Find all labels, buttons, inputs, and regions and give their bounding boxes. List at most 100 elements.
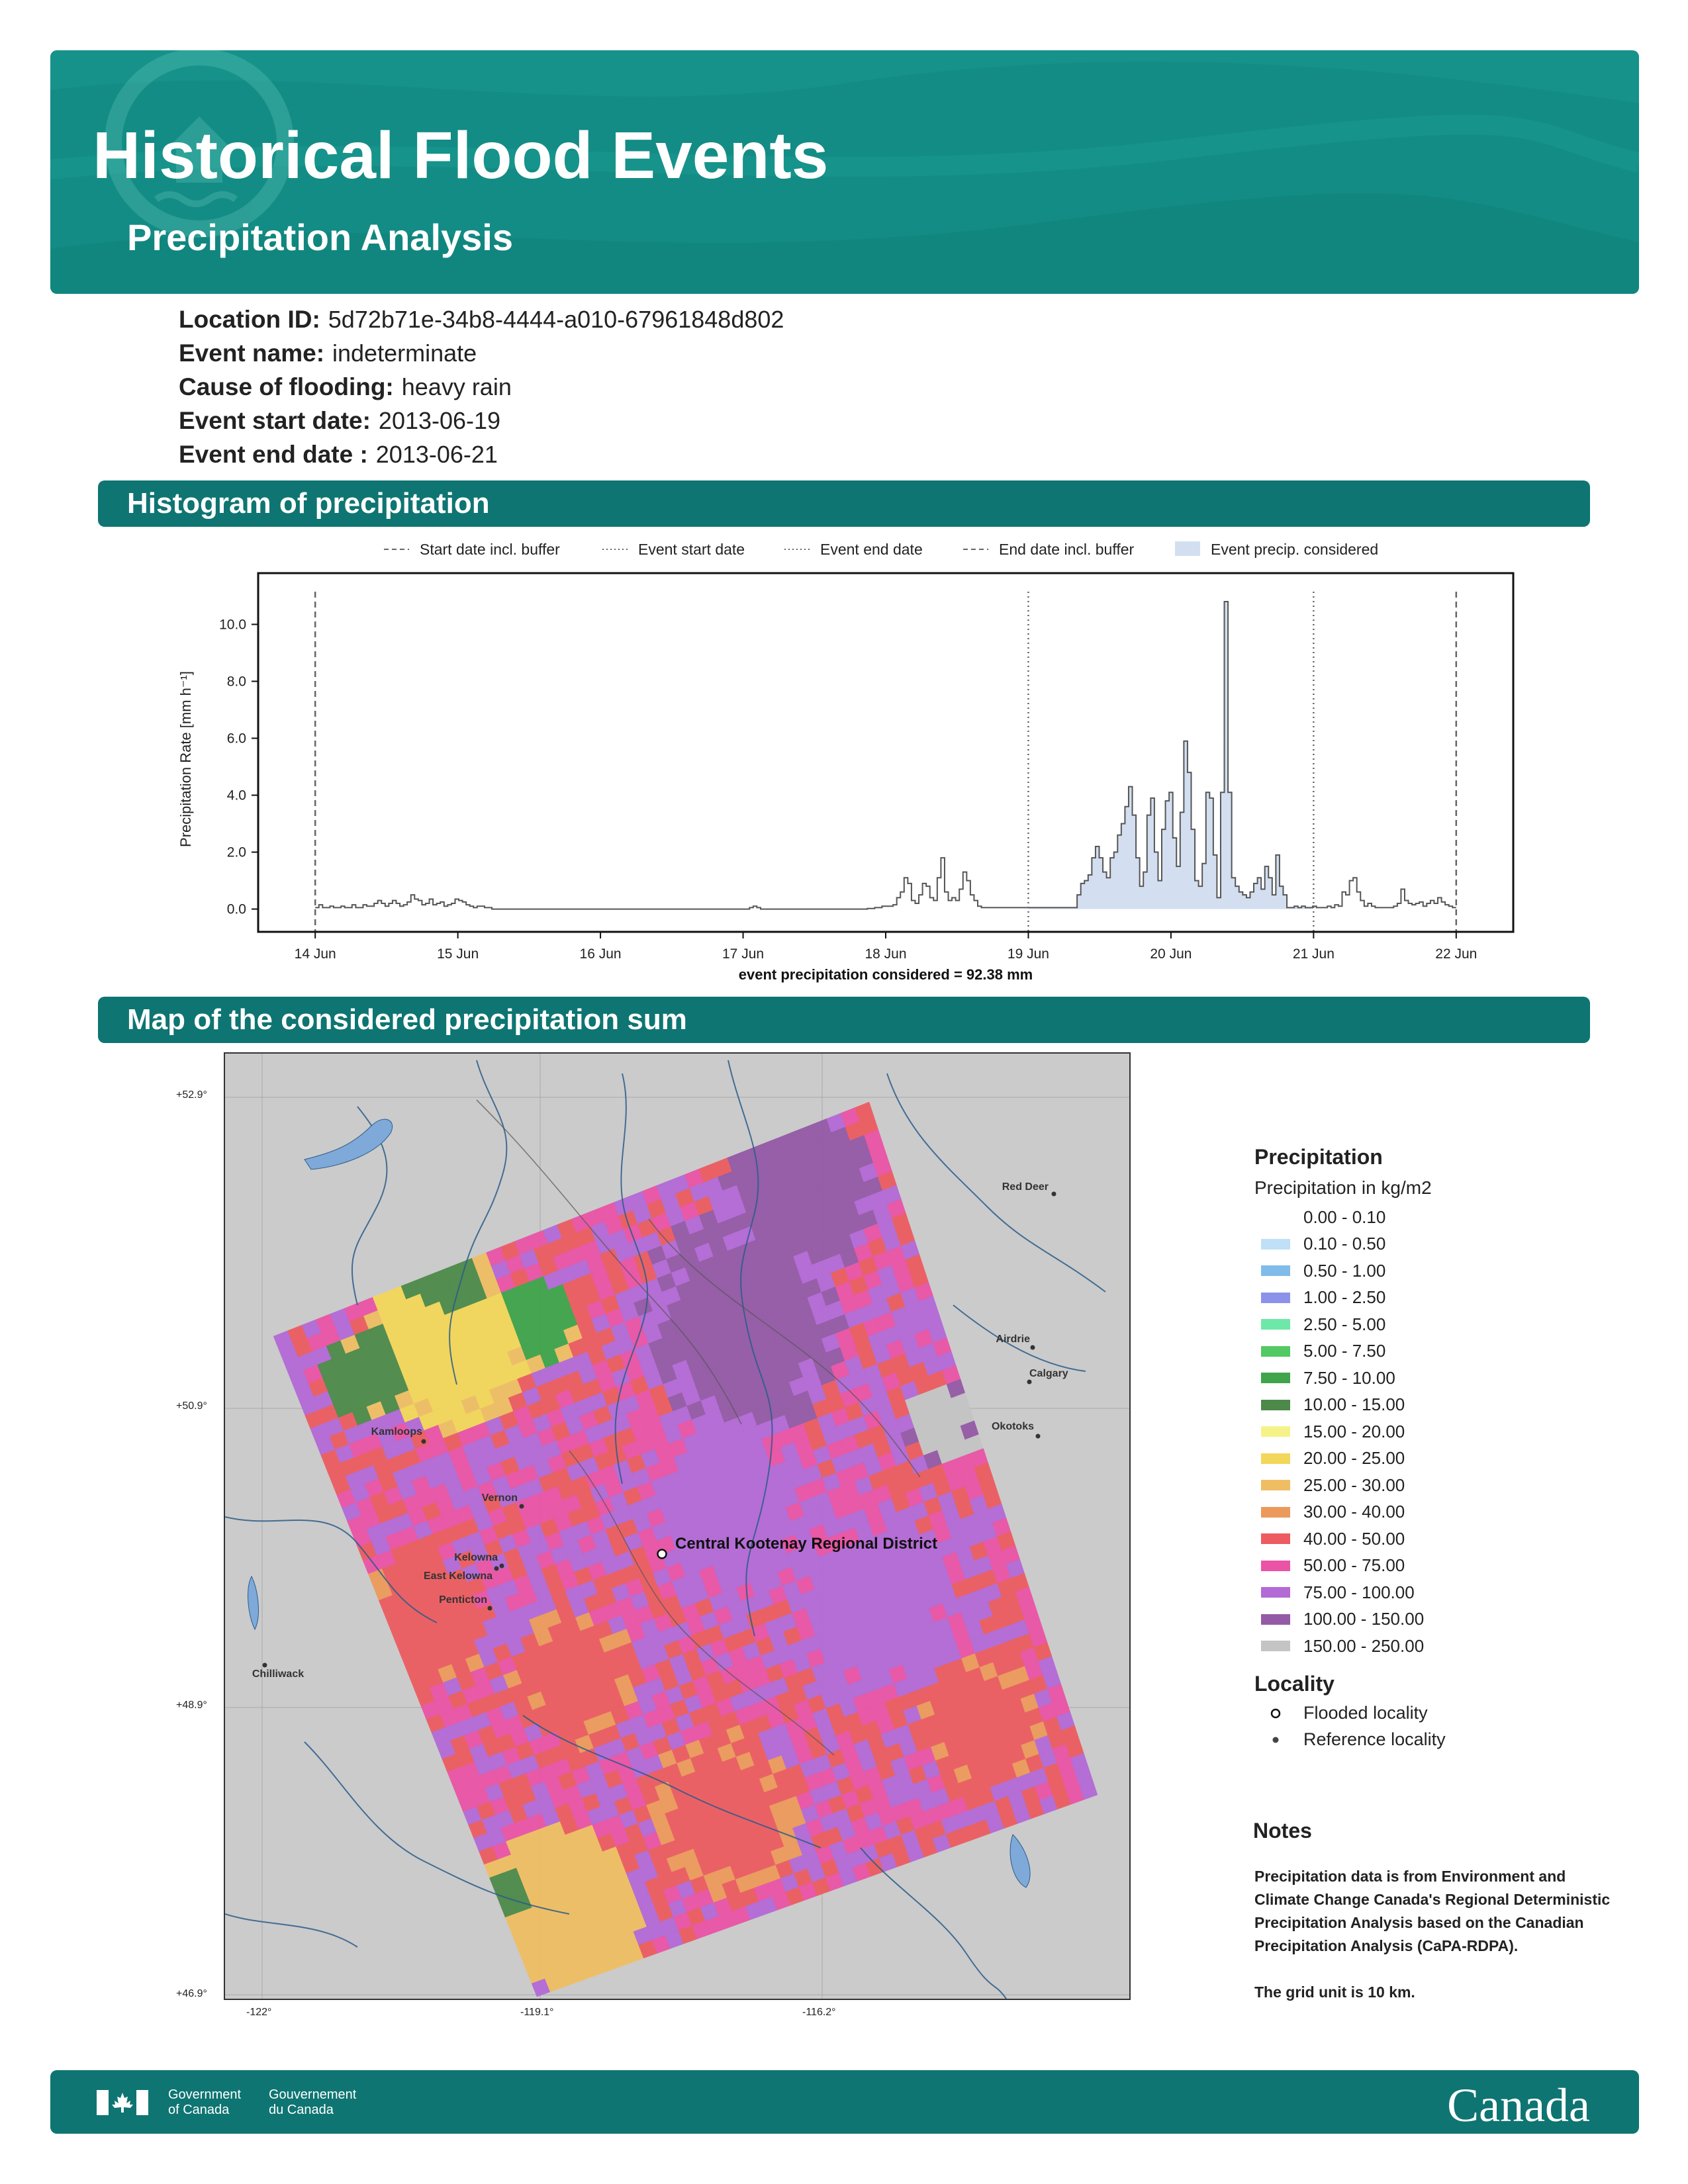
reference-locality-dot [519, 1504, 524, 1509]
legend-swatch [1261, 1587, 1290, 1598]
legend-label: End date incl. buffer [999, 541, 1134, 558]
reference-locality-label: Chilliwack [252, 1668, 304, 1680]
y-tick-label: 10.0 [219, 617, 246, 632]
flooded-locality-label: Flooded locality [1303, 1703, 1428, 1723]
legend-swatch [1261, 1560, 1290, 1571]
cause-label: Cause of flooding: [179, 373, 394, 400]
legend-item: 0.10 - 0.50 [1254, 1231, 1625, 1258]
legend-reference-locality: Reference locality [1254, 1727, 1625, 1753]
legend-item: 25.00 - 30.00 [1254, 1472, 1625, 1499]
reference-locality-dot [1030, 1345, 1035, 1350]
legend-swatch [1261, 1533, 1290, 1545]
lat-label: +52.9° [176, 1089, 207, 1101]
legend-flooded-locality: Flooded locality [1254, 1700, 1625, 1727]
legend-label: 0.50 - 1.00 [1303, 1260, 1386, 1281]
end-date-value: 2013-06-21 [375, 441, 498, 468]
lake-shape [304, 1118, 393, 1170]
river-path [225, 1913, 358, 1948]
lat-label: +48.9° [176, 1700, 207, 1711]
legend-label: 15.00 - 20.00 [1303, 1421, 1405, 1441]
legend-label: 0.00 - 0.10 [1303, 1206, 1386, 1227]
legend-subtitle: Precipitation in kg/m2 [1254, 1177, 1432, 1198]
legend-item: 100.00 - 150.00 [1254, 1606, 1625, 1633]
hollow-circle-icon [1261, 1708, 1290, 1719]
event-name-label: Event name: [179, 340, 325, 367]
legend-label: 150.00 - 250.00 [1303, 1635, 1425, 1656]
lake-shape [1009, 1834, 1031, 1888]
reference-locality-dot [499, 1563, 504, 1569]
legend-swatch [1261, 1453, 1290, 1464]
map-section-title: Map of the considered precipitation sum [127, 1003, 687, 1036]
flooded-locality-label: Central Kootenay Regional District [675, 1535, 937, 1553]
legend-item: 10.00 - 15.00 [1254, 1392, 1625, 1419]
legend-swatch [1261, 1426, 1290, 1437]
legend-swatch-event [1175, 541, 1200, 556]
reference-locality-label: Vernon [482, 1492, 518, 1504]
river-path [614, 1073, 649, 1484]
x-tick-label: 16 Jun [580, 946, 622, 962]
start-date-label: Event start date: [179, 407, 371, 434]
lake-shape [248, 1575, 259, 1631]
river-path [886, 1073, 1106, 1293]
reference-locality-label: East Kelowna [424, 1570, 492, 1582]
notes-grid-unit: The grid unit is 10 km. [1254, 1983, 1415, 2001]
legend-item: 75.00 - 100.00 [1254, 1579, 1625, 1606]
legend-label: 0.10 - 0.50 [1303, 1234, 1386, 1254]
notes-text: Precipitation data is from Environment a… [1254, 1865, 1612, 2004]
map-section-header: Map of the considered precipitation sum [98, 997, 1590, 1043]
x-tick-label: 17 Jun [722, 946, 764, 962]
legend-item: 150.00 - 250.00 [1254, 1633, 1625, 1660]
legend-swatch [1261, 1292, 1290, 1303]
y-tick-label: 2.0 [227, 845, 246, 860]
boundary-path [569, 1450, 835, 1756]
x-tick-label: 14 Jun [295, 946, 336, 962]
river-path [304, 1741, 570, 1915]
legend-item: 20.00 - 25.00 [1254, 1445, 1625, 1473]
precipitation-histogram: Start date incl. buffer Event start date E… [177, 541, 1515, 983]
localities-layer: Red Deer Airdrie Calgary Okotoks Kamloops Ver… [252, 1181, 1068, 1680]
footer: Government of Canada Gouvernement du Can… [50, 2070, 1639, 2134]
canada-flag-icon [97, 2090, 148, 2115]
plot-frame [257, 572, 1515, 933]
reference-locality-label: Okotoks [992, 1421, 1034, 1432]
legend-item: 5.00 - 7.50 [1254, 1338, 1625, 1365]
notes-data-source: Precipitation data is from Environment a… [1254, 1868, 1611, 1954]
legend-title: Precipitation [1254, 1145, 1383, 1169]
rivers-layer [225, 1060, 1106, 1999]
y-tick-label: 0.0 [227, 902, 246, 917]
notes-title: Notes [1253, 1819, 1312, 1843]
lat-label: +46.9° [176, 1988, 207, 1999]
chart-legend: Start date incl. buffer Event start date E… [384, 541, 1378, 558]
y-tick-label: 8.0 [227, 674, 246, 689]
river-path [953, 1304, 1086, 1372]
lon-label: -122° [246, 2007, 272, 2018]
lat-label: +50.9° [176, 1400, 207, 1412]
start-date-row: Event start date: 2013-06-19 [179, 407, 500, 435]
reference-locality-label: Airdrie [996, 1334, 1030, 1345]
x-tick-label: 18 Jun [865, 946, 906, 962]
legend-label: Event precip. considered [1211, 541, 1378, 558]
flooded-locality-marker [657, 1549, 667, 1559]
location-id-row: Location ID: 5d72b71e-34b8-4444-a010-6796… [179, 306, 784, 334]
x-tick-label: 21 Jun [1293, 946, 1335, 962]
legend-swatch [1261, 1641, 1290, 1652]
page-title: Historical Flood Events [93, 118, 829, 193]
legend-swatch [1261, 1319, 1290, 1330]
gov-en-line2: of Canada [168, 2103, 230, 2117]
precipitation-map[interactable]: Red Deer Airdrie Calgary Okotoks Kamloops Ver… [224, 1052, 1131, 2000]
map-legend: Precipitation Precipitation in kg/m2 0.0… [1254, 1145, 1625, 1753]
legend-swatch [1261, 1212, 1290, 1223]
reference-locality-label: Kamloops [371, 1426, 422, 1437]
house-flood-icon [105, 50, 294, 238]
legend-label: 5.00 - 7.50 [1303, 1341, 1386, 1361]
precipitation-grid-map: Red Deer Airdrie Calgary Okotoks Kamloops Ver… [225, 1054, 1129, 1999]
grid-cell [1079, 1780, 1098, 1800]
cause-row: Cause of flooding: heavy rain [179, 373, 512, 401]
y-tick-label: 4.0 [227, 788, 246, 803]
legend-items: 0.00 - 0.10 0.10 - 0.50 0.50 - 1.00 1.00 - … [1254, 1204, 1625, 1660]
y-tick-label: 6.0 [227, 731, 246, 746]
histogram-section-title: Histogram of precipitation [127, 487, 490, 520]
government-of-canada-fr: Gouvernement du Canada [269, 2087, 356, 2118]
legend-item: 30.00 - 40.00 [1254, 1499, 1625, 1526]
event-precip-area [1028, 602, 1314, 909]
